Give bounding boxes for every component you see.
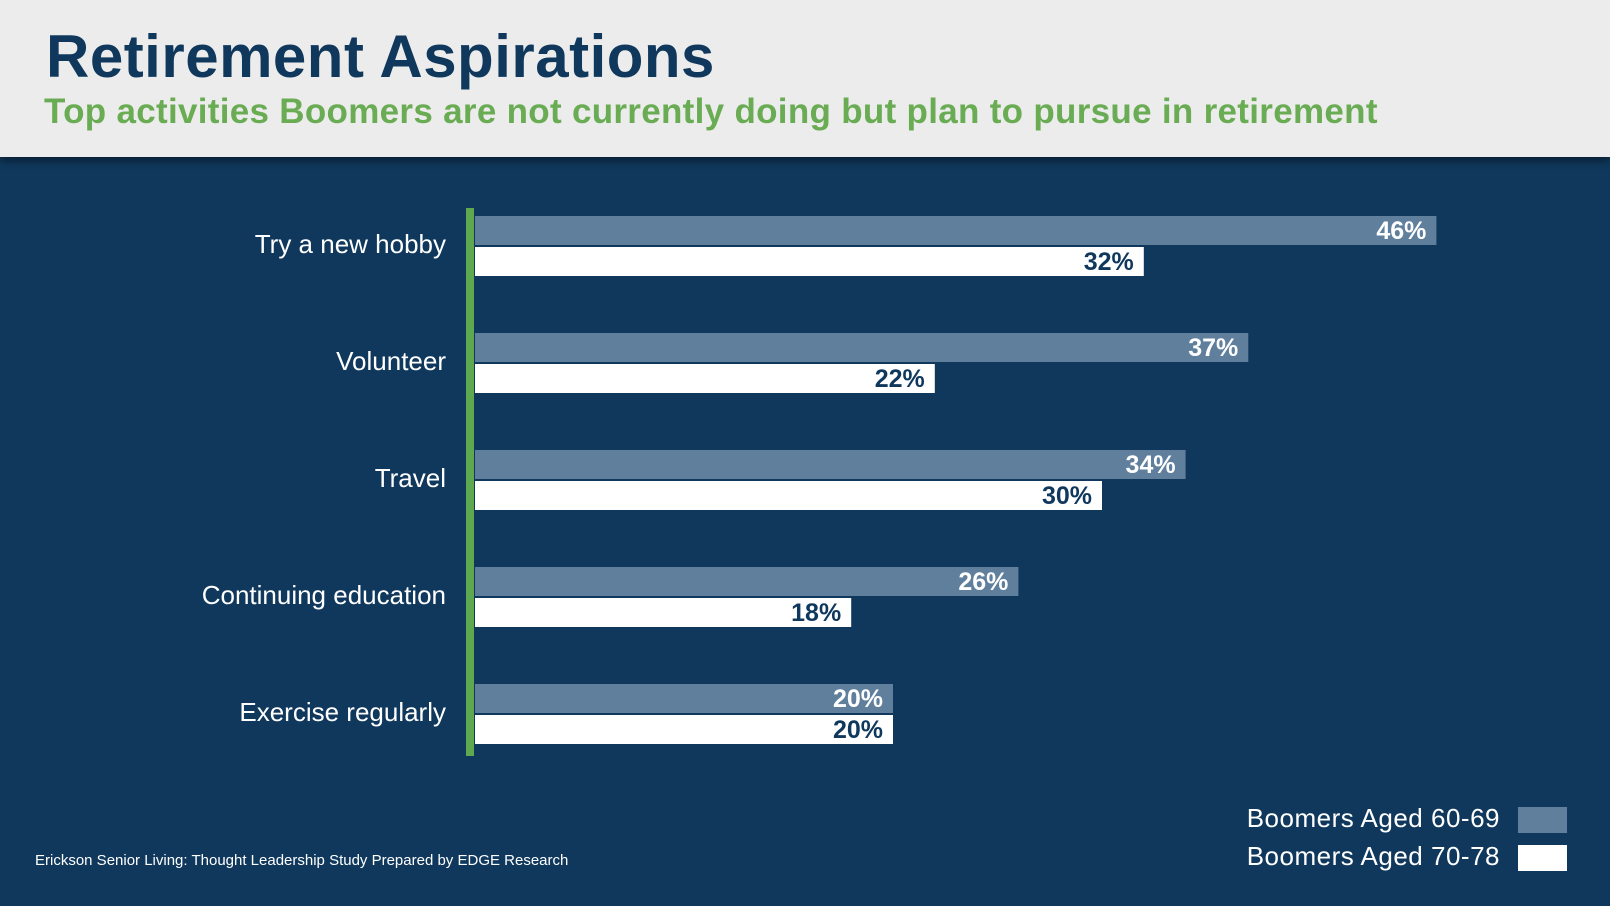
legend-swatch-60-69	[1518, 807, 1567, 833]
data-label-boomers-aged-70-78-continuing-education: 18%	[791, 599, 841, 627]
data-label-boomers-aged-70-78-try-a-new-hobby: 32%	[1084, 248, 1134, 276]
data-label-boomers-aged-60-69-continuing-education: 26%	[958, 568, 1008, 596]
category-label-volunteer: Volunteer	[336, 346, 446, 376]
category-label-exercise-regularly: Exercise regularly	[239, 697, 446, 727]
bar-boomers-aged-70-78-try-a-new-hobby	[475, 247, 1144, 276]
category-label-try-a-new-hobby: Try a new hobby	[255, 229, 446, 259]
bar-boomers-aged-60-69-continuing-education	[475, 567, 1019, 596]
page-subtitle: Top activities Boomers are not currently…	[44, 92, 1378, 131]
header-banner: Retirement Aspirations Top activities Bo…	[0, 0, 1610, 157]
data-label-boomers-aged-70-78-travel: 30%	[1042, 482, 1092, 510]
axis-line	[466, 208, 474, 756]
bar-boomers-aged-70-78-continuing-education	[475, 598, 852, 627]
bar-boomers-aged-70-78-volunteer	[475, 364, 935, 393]
bar-boomers-aged-60-69-try-a-new-hobby	[475, 216, 1437, 245]
data-label-boomers-aged-60-69-volunteer: 37%	[1188, 334, 1238, 362]
bar-boomers-aged-70-78-exercise-regularly	[475, 715, 893, 744]
bar-boomers-aged-60-69-travel	[475, 450, 1186, 479]
data-label-boomers-aged-60-69-exercise-regularly: 20%	[833, 685, 883, 713]
legend-label-70-78: Boomers Aged 70-78	[1246, 841, 1500, 871]
data-label-boomers-aged-70-78-exercise-regularly: 20%	[833, 716, 883, 744]
legend-swatch-70-78	[1518, 845, 1567, 871]
data-label-boomers-aged-60-69-try-a-new-hobby: 46%	[1376, 217, 1426, 245]
category-label-continuing-education: Continuing education	[202, 580, 446, 610]
bar-boomers-aged-70-78-travel	[475, 481, 1102, 510]
bar-boomers-aged-60-69-exercise-regularly	[475, 684, 893, 713]
page-title: Retirement Aspirations	[46, 23, 715, 90]
source-note: Erickson Senior Living: Thought Leadersh…	[35, 852, 569, 869]
data-label-boomers-aged-60-69-travel: 34%	[1126, 451, 1176, 479]
bar-boomers-aged-60-69-volunteer	[475, 333, 1249, 362]
data-label-boomers-aged-70-78-volunteer: 22%	[875, 365, 925, 393]
legend-label-60-69: Boomers Aged 60-69	[1246, 803, 1500, 833]
category-label-travel: Travel	[375, 463, 446, 493]
